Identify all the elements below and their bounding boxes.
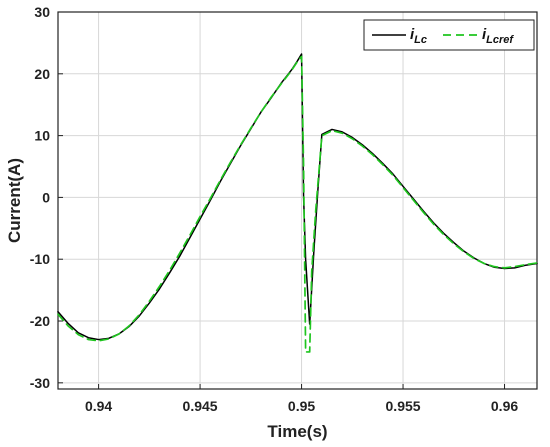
plot-background-layer [58, 12, 537, 389]
x-axis-label: Time(s) [267, 422, 327, 441]
y-tick-label: -30 [30, 375, 50, 391]
y-axis-label: Current(A) [5, 158, 24, 243]
x-tick-label: 0.95 [288, 398, 315, 414]
series-i-lcref-line [57, 55, 538, 353]
plot-frame [57, 11, 538, 390]
y-tick-label: 20 [34, 66, 50, 82]
plot-area-background [58, 12, 537, 389]
x-tick-label: 0.955 [386, 398, 421, 414]
legend: iLc iLcref [363, 19, 535, 51]
legend-i-lc-label: iLc [410, 26, 427, 46]
legend-i-lc-subscript: Lc [414, 34, 427, 46]
y-tick-label: -10 [30, 251, 50, 267]
x-tick-label: 0.945 [183, 398, 218, 414]
legend-i-lcref-label: iLcref [482, 26, 514, 46]
series-layer [57, 53, 538, 353]
x-tick-label: 0.94 [85, 398, 112, 414]
legend-i-lc-main: i [410, 26, 415, 43]
y-tick-label: 0 [42, 189, 50, 205]
axes-layer [57, 11, 538, 390]
tick-label-layer: 0.94 0.945 0.95 0.955 0.96 -30 -20 -10 0 10 20 30 [30, 4, 519, 414]
y-tick-label: 30 [34, 4, 50, 20]
x-tick-label: 0.96 [491, 398, 518, 414]
y-tick-label: -20 [30, 313, 50, 329]
legend-i-lcref-main: i [482, 26, 487, 43]
legend-i-lcref-subscript: Lcref [486, 34, 514, 46]
y-tick-label: 10 [34, 128, 50, 144]
